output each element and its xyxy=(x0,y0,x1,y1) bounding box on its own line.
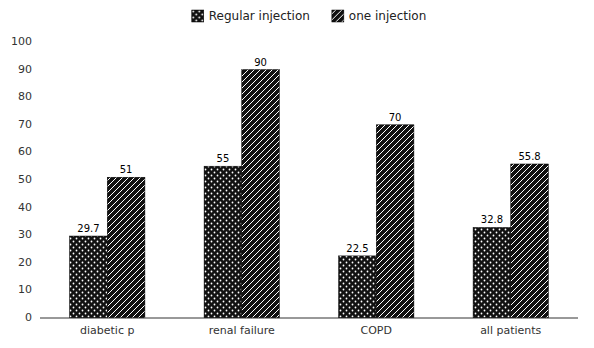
bar xyxy=(511,164,549,318)
data-label: 22.5 xyxy=(346,243,368,254)
y-tick-label: 80 xyxy=(18,90,32,103)
x-tick-label: diabetic p xyxy=(80,324,134,337)
bar xyxy=(473,227,511,318)
x-tick-label: all patients xyxy=(480,324,541,337)
data-label: 32.8 xyxy=(481,214,503,225)
bar xyxy=(376,125,414,318)
data-labels: 29.7 55 22.5 32.8 51 90 70 55.8 xyxy=(77,57,540,254)
data-label: 51 xyxy=(120,164,133,175)
bar xyxy=(107,177,145,318)
y-tick-label: 20 xyxy=(18,256,32,269)
legend-label: one injection xyxy=(349,9,426,23)
data-label: 55.8 xyxy=(518,151,540,162)
y-tick-label: 30 xyxy=(18,228,32,241)
y-tick-label: 40 xyxy=(18,201,32,214)
x-tick-label: COPD xyxy=(361,324,392,337)
y-tick-label: 50 xyxy=(18,173,32,186)
legend-item: Regular injection xyxy=(192,9,310,23)
bar xyxy=(204,166,242,318)
legend-swatch xyxy=(192,10,204,22)
data-label: 90 xyxy=(254,57,267,68)
y-tick-label: 0 xyxy=(25,311,32,324)
x-tick-label: renal failure xyxy=(209,324,275,337)
chart: 0 10 20 30 40 50 60 70 80 90 100 29.7 55 22.5 32.8 51 90… xyxy=(0,0,594,348)
legend: Regular injection one injection xyxy=(192,9,426,23)
data-label: 55 xyxy=(217,153,230,164)
y-tick-label: 70 xyxy=(18,118,32,131)
bar xyxy=(242,70,280,318)
legend-item: one injection xyxy=(332,9,426,23)
y-tick-label: 90 xyxy=(18,63,32,76)
legend-label: Regular injection xyxy=(209,9,310,23)
data-label: 29.7 xyxy=(77,223,99,234)
y-tick-label: 100 xyxy=(11,35,32,48)
legend-swatch xyxy=(332,10,344,22)
x-axis-line xyxy=(40,318,578,319)
bar xyxy=(70,236,108,318)
y-tick-label: 10 xyxy=(18,283,32,296)
data-label: 70 xyxy=(389,112,402,123)
bar xyxy=(339,256,377,318)
bars xyxy=(70,70,549,318)
y-tick-label: 60 xyxy=(18,145,32,158)
